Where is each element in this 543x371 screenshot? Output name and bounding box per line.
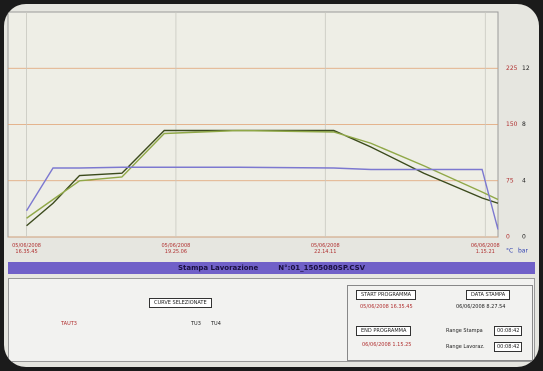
x-tick-label: 05/06/2008 19.25.06 bbox=[146, 243, 206, 255]
y2-axis-label: bar bbox=[518, 248, 528, 255]
start-value: 05/06/2008 16.35.45 bbox=[360, 304, 413, 310]
y2-tick-label: 0 bbox=[522, 234, 526, 241]
page: {"chart_data": {"type": "line", "x": [0,… bbox=[0, 0, 543, 371]
title: Stampa Lavorazione bbox=[178, 264, 258, 272]
range-work-value: 00:08:42 bbox=[494, 342, 522, 352]
curve-label[interactable]: TU3 bbox=[191, 321, 201, 327]
file-name: N°:01_1505080SP.CSV bbox=[278, 264, 365, 272]
y2-tick-label: 4 bbox=[522, 177, 526, 184]
range-work-label: Range Lavoraz. bbox=[446, 344, 485, 350]
title-bar: Stampa Lavorazione N°:01_1505080SP.CSV bbox=[8, 262, 535, 274]
curve-label[interactable]: TU4 bbox=[211, 321, 221, 327]
y-tick-label: 0 bbox=[506, 234, 510, 241]
curves-button[interactable]: CURVE SELEZIONATE bbox=[149, 298, 212, 308]
curve-label[interactable]: TAUT3 bbox=[61, 321, 77, 327]
print-value: 06/06/2008 8.27.54 bbox=[456, 304, 506, 310]
end-label[interactable]: END PROGRAMMA bbox=[356, 326, 411, 336]
x-tick-label: 06/06/2008 1.15.21 bbox=[455, 243, 515, 255]
x-tick-label: 05/06/2008 22.14.11 bbox=[295, 243, 355, 255]
print-label[interactable]: DATA STAMPA bbox=[466, 290, 510, 300]
info-box: START PROGRAMMA 05/06/2008 16.35.45 DATA… bbox=[347, 285, 533, 361]
end-value: 06/06/2008 1.15.25 bbox=[362, 342, 412, 348]
y2-tick-label: 12 bbox=[522, 65, 530, 72]
range-print-value: 00:08:42 bbox=[494, 326, 522, 336]
y2-tick-label: 8 bbox=[522, 121, 526, 128]
y-tick-label: 75 bbox=[506, 177, 514, 184]
start-label[interactable]: START PROGRAMMA bbox=[356, 290, 416, 300]
panel: CURVE SELEZIONATE TAUT3 TU3 TU4 START PR… bbox=[8, 278, 535, 362]
x-tick-label: 05/06/2008 16.35.45 bbox=[4, 243, 57, 255]
y-tick-label: 225 bbox=[506, 65, 518, 72]
y-tick-label: 150 bbox=[506, 121, 518, 128]
range-print-label: Range Stampa bbox=[446, 328, 483, 334]
